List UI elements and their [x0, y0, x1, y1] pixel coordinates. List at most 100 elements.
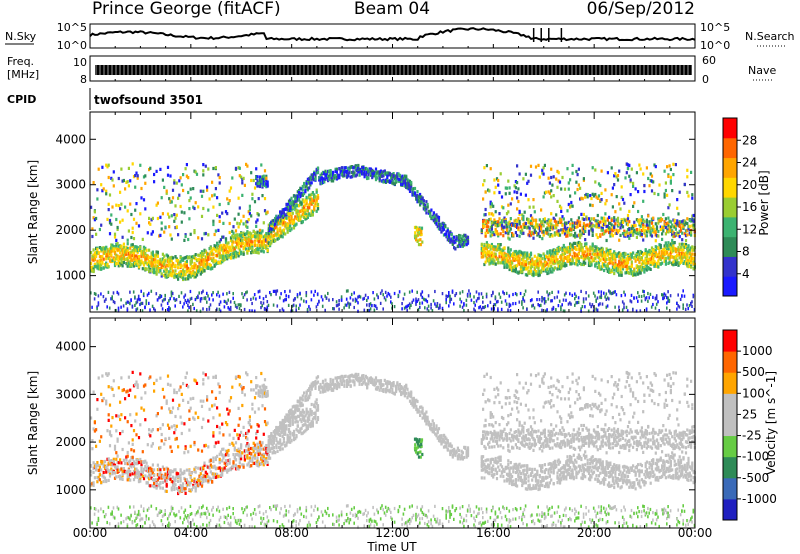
range-gate-cell — [216, 307, 218, 311]
range-gate-cell — [590, 305, 592, 309]
range-gate-cell — [591, 228, 594, 232]
range-gate-cell — [391, 181, 394, 185]
range-gate-cell — [451, 242, 454, 246]
range-gate-cell — [107, 175, 110, 180]
range-gate-cell — [407, 184, 410, 188]
range-gate-cell — [149, 269, 152, 273]
range-gate-cell — [555, 259, 558, 263]
range-gate-cell — [332, 170, 335, 174]
range-gate-cell — [358, 167, 361, 171]
range-gate-cell — [558, 255, 562, 259]
range-gate-cell — [517, 250, 520, 254]
range-gate-cell — [332, 179, 335, 183]
range-gate-cell — [566, 250, 569, 254]
range-gate-cell — [289, 208, 292, 212]
range-gate-cell — [105, 261, 108, 265]
range-gate-cell — [121, 257, 124, 261]
range-gate-cell — [519, 192, 522, 196]
range-gate-cell — [352, 170, 355, 174]
range-gate-cell — [251, 240, 254, 244]
range-gate-cell — [213, 247, 216, 251]
range-gate-cell — [402, 180, 405, 184]
range-gate-cell — [294, 223, 297, 227]
range-gate-cell — [279, 215, 282, 219]
range-gate-cell — [611, 252, 614, 256]
range-gate-cell — [130, 254, 133, 258]
range-gate-cell — [260, 306, 262, 310]
range-gate-cell — [605, 224, 608, 229]
range-gate-cell — [179, 273, 182, 277]
range-gate-cell — [504, 231, 507, 235]
range-gate-cell — [292, 203, 296, 207]
range-gate-cell — [305, 300, 308, 304]
range-gate-cell — [407, 179, 410, 183]
range-gate-cell — [173, 213, 176, 217]
range-gate-cell — [198, 291, 200, 295]
range-gate-cell — [309, 197, 312, 202]
range-gate-cell — [301, 212, 304, 216]
range-gate-cell — [169, 266, 172, 270]
range-gate-cell — [136, 262, 139, 266]
range-gate-cell — [516, 164, 519, 168]
range-gate-cell — [228, 189, 231, 193]
range-gate-cell — [266, 248, 269, 252]
range-gate-cell — [550, 225, 553, 229]
range-gate-cell — [483, 242, 486, 247]
range-gate-cell — [245, 236, 248, 240]
range-gate-cell — [291, 199, 294, 203]
range-gate-cell — [291, 211, 294, 215]
range-gate-cell — [632, 308, 634, 312]
range-gate-cell — [628, 231, 631, 235]
range-gate-cell — [633, 271, 636, 275]
range-gate-cell — [211, 252, 214, 256]
range-gate-cell — [597, 303, 600, 307]
range-gate-cell — [306, 208, 309, 212]
range-gate-cell — [195, 296, 198, 300]
range-gate-cell — [497, 244, 500, 248]
range-gate-cell — [465, 239, 468, 243]
range-gate-cell — [648, 250, 651, 255]
range-gate-cell — [420, 200, 423, 204]
range-gate-cell — [632, 184, 635, 188]
range-gate-cell — [260, 177, 263, 182]
range-gate-cell — [338, 167, 341, 171]
range-gate-cell — [448, 304, 450, 308]
range-gate-cell — [465, 298, 468, 302]
range-gate-cell — [300, 221, 303, 225]
range-gate-cell — [208, 252, 211, 256]
range-gate-cell — [212, 247, 215, 251]
range-gate-cell — [590, 196, 593, 201]
range-gate-cell — [620, 218, 623, 222]
range-gate-cell — [231, 234, 234, 238]
range-gate-cell — [228, 307, 231, 311]
range-gate-cell — [159, 233, 162, 237]
range-gate-cell — [311, 199, 314, 203]
range-gate-cell — [146, 262, 149, 266]
range-gate-cell — [126, 249, 129, 253]
range-gate-cell — [610, 228, 613, 232]
range-gate-cell — [90, 205, 93, 209]
range-gate-cell — [120, 167, 123, 171]
range-gate-cell — [611, 291, 614, 295]
range-gate-cell — [115, 217, 118, 222]
range-gate-cell — [168, 273, 171, 277]
range-gate-cell — [184, 167, 187, 171]
range-gate-cell — [561, 231, 564, 235]
range-gate-cell — [211, 293, 213, 297]
range-gate-cell — [355, 173, 359, 177]
range-gate-cell — [611, 234, 614, 238]
range-gate-cell — [151, 267, 154, 271]
range-gate-cell — [151, 250, 154, 254]
range-gate-cell — [253, 200, 257, 204]
range-gate-cell — [502, 234, 505, 238]
range-gate-cell — [185, 277, 188, 281]
range-gate-cell — [591, 224, 594, 228]
range-gate-cell — [577, 244, 580, 248]
range-gate-cell — [257, 247, 260, 252]
range-gate-cell — [371, 170, 374, 174]
range-gate-cell — [369, 168, 372, 172]
range-gate-cell — [271, 227, 274, 231]
range-gate-cell — [151, 253, 154, 257]
range-gate-cell — [281, 235, 284, 239]
range-gate-cell — [290, 227, 293, 231]
